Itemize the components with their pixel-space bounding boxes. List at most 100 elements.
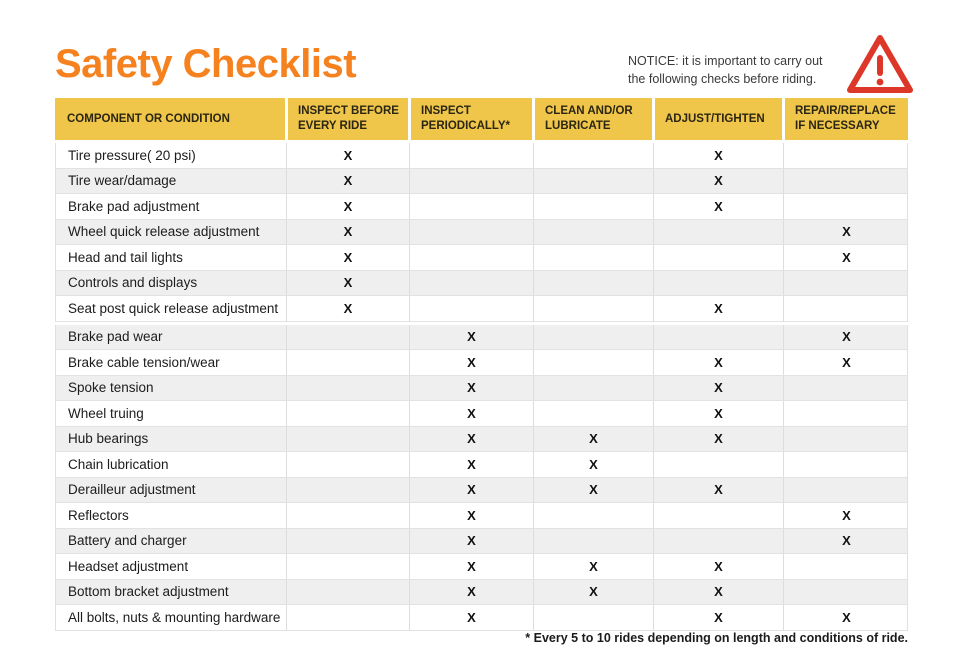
component-label: Chain lubrication: [68, 456, 169, 472]
check-cell: X: [533, 452, 653, 477]
check-cell: [286, 324, 409, 349]
check-cell: [783, 194, 909, 219]
table-row: Wheel truing X X: [56, 401, 907, 427]
check-cell: [286, 503, 409, 528]
component-label: Spoke tension: [68, 380, 154, 396]
column-header: CLEAN AND/OR LUBRICATE: [532, 98, 652, 140]
check-cell: X: [409, 324, 533, 349]
check-cell: X: [409, 477, 533, 502]
check-cell: X: [409, 605, 533, 630]
check-cell: [653, 528, 783, 553]
check-cell: X: [783, 528, 909, 553]
check-cell: X: [533, 554, 653, 579]
check-cell: X: [653, 477, 783, 502]
check-cell: X: [286, 219, 409, 244]
table-row: Brake pad wear X X: [56, 324, 909, 350]
table-row: Bottom bracket adjustment X X X: [56, 579, 907, 605]
table-row: Headset adjustment X X X: [56, 554, 907, 580]
check-cell: X: [409, 579, 533, 604]
footnote: * Every 5 to 10 rides depending on lengt…: [525, 631, 908, 645]
check-cell: X: [653, 554, 783, 579]
notice-text: NOTICE: it is important to carry out the…: [628, 54, 823, 86]
component-label: Battery and charger: [68, 533, 187, 549]
table-row: Seat post quick release adjustment X X: [56, 296, 907, 322]
component-label: Seat post quick release adjustment: [68, 300, 279, 316]
check-cell: [533, 324, 653, 349]
table-row: Battery and charger X X: [56, 528, 909, 554]
table-header-row: COMPONENT OR CONDITION INSPECT BEFORE EVE…: [55, 98, 908, 140]
check-cell: X: [409, 528, 533, 553]
column-header: REPAIR/REPLACE IF NECESSARY: [782, 98, 908, 140]
table-row: Tire pressure( 20 psi) X X: [56, 143, 907, 169]
check-cell: [783, 375, 909, 400]
component-label: Head and tail lights: [68, 249, 183, 265]
table-row: Controls and displays X: [56, 270, 909, 296]
check-cell: [533, 194, 653, 219]
check-cell: X: [533, 477, 653, 502]
check-cell: [286, 401, 409, 426]
check-cell: X: [653, 296, 783, 321]
check-cell: [783, 426, 909, 451]
check-cell: [286, 605, 409, 630]
check-cell: [409, 143, 533, 168]
component-label: Bottom bracket adjustment: [68, 584, 229, 600]
check-cell: [653, 219, 783, 244]
check-cell: [533, 605, 653, 630]
check-cell: [533, 143, 653, 168]
check-cell: [533, 245, 653, 270]
row-group: Tire pressure( 20 psi) X X Tire wear/damage…: [55, 143, 908, 322]
check-cell: [533, 168, 653, 193]
check-cell: X: [409, 375, 533, 400]
component-label: Brake cable tension/wear: [68, 354, 220, 370]
component-label: Tire pressure( 20 psi): [68, 147, 196, 163]
component-label: Brake pad wear: [68, 329, 163, 345]
component-label: Derailleur adjustment: [68, 482, 196, 498]
table-row: Spoke tension X X: [56, 375, 909, 401]
check-cell: X: [653, 375, 783, 400]
check-cell: [783, 296, 909, 321]
column-header: INSPECT PERIODICALLY*: [408, 98, 532, 140]
check-cell: X: [533, 579, 653, 604]
check-cell: X: [409, 554, 533, 579]
check-cell: X: [286, 143, 409, 168]
check-cell: [533, 219, 653, 244]
check-cell: X: [783, 605, 909, 630]
check-cell: [653, 245, 783, 270]
check-cell: [783, 401, 909, 426]
check-cell: X: [286, 270, 409, 295]
check-cell: [783, 143, 909, 168]
check-cell: [783, 270, 909, 295]
check-cell: [286, 554, 409, 579]
check-cell: X: [783, 324, 909, 349]
row-group: Brake pad wear X X Brake cable tension/wear…: [55, 324, 909, 631]
component-label: Wheel truing: [68, 405, 144, 421]
check-cell: [533, 270, 653, 295]
component-label: Hub bearings: [68, 431, 149, 447]
check-cell: [533, 350, 653, 375]
check-cell: X: [409, 503, 533, 528]
check-cell: X: [409, 426, 533, 451]
check-cell: X: [783, 245, 909, 270]
check-cell: X: [653, 605, 783, 630]
check-cell: X: [653, 168, 783, 193]
check-cell: X: [653, 350, 783, 375]
check-cell: X: [653, 401, 783, 426]
check-cell: [286, 452, 409, 477]
check-cell: X: [409, 350, 533, 375]
check-cell: [533, 401, 653, 426]
check-cell: [783, 452, 909, 477]
check-cell: [409, 270, 533, 295]
table-row: All bolts, nuts & mounting hardware X X X: [56, 605, 907, 631]
check-cell: [783, 477, 909, 502]
check-cell: X: [533, 426, 653, 451]
check-cell: X: [286, 194, 409, 219]
column-header: ADJUST/TIGHTEN: [652, 98, 782, 140]
table-row: Brake cable tension/wear X X X: [56, 350, 907, 376]
check-cell: X: [653, 579, 783, 604]
column-header: INSPECT BEFORE EVERY RIDE: [285, 98, 408, 140]
table-row: Tire wear/damage X X: [56, 168, 907, 194]
check-cell: X: [653, 426, 783, 451]
check-cell: X: [653, 194, 783, 219]
check-cell: [653, 503, 783, 528]
